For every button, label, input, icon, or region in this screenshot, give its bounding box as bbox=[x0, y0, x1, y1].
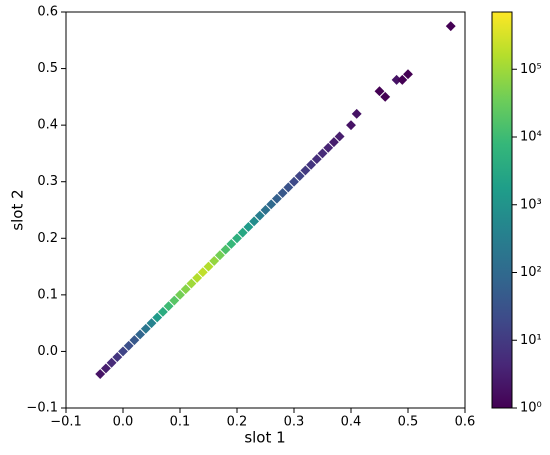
bin bbox=[289, 176, 299, 187]
bin bbox=[186, 278, 197, 289]
y-tick-label: 0.6 bbox=[37, 5, 58, 20]
bin bbox=[283, 182, 294, 193]
bin bbox=[243, 222, 254, 232]
bin bbox=[140, 323, 151, 334]
bin bbox=[180, 284, 191, 295]
bin bbox=[260, 205, 271, 215]
colorbar-tick-label: 10⁴ bbox=[520, 130, 542, 145]
plot-frame bbox=[65, 11, 466, 409]
bin bbox=[249, 216, 260, 227]
bin bbox=[328, 137, 339, 148]
colorbar-tick-label: 10² bbox=[520, 265, 542, 280]
bin bbox=[351, 108, 362, 119]
bin bbox=[157, 306, 168, 317]
bin bbox=[220, 244, 231, 255]
bin bbox=[163, 301, 174, 312]
bin bbox=[192, 272, 203, 283]
colorbar-tick-label: 10⁰ bbox=[520, 401, 542, 416]
bin bbox=[175, 289, 185, 300]
colorbar-tick-label: 10⁵ bbox=[520, 62, 542, 77]
y-tick-label: −0.1 bbox=[26, 401, 58, 416]
bin bbox=[237, 227, 248, 238]
y-tick-label: 0.4 bbox=[37, 118, 58, 133]
bin bbox=[169, 295, 180, 306]
bin bbox=[311, 154, 322, 165]
bin bbox=[323, 142, 334, 153]
bin bbox=[300, 165, 311, 176]
bin bbox=[271, 193, 282, 204]
bin bbox=[232, 233, 242, 244]
x-tick-label: −0.1 bbox=[50, 415, 82, 430]
y-tick-label: 0.5 bbox=[37, 61, 58, 76]
bin bbox=[135, 329, 146, 340]
bin bbox=[445, 21, 456, 32]
colorbar-tick-label: 10¹ bbox=[520, 333, 542, 348]
y-tick-label: 0.0 bbox=[37, 344, 58, 359]
y-axis-label: slot 2 bbox=[9, 189, 27, 230]
x-tick-label: 0.2 bbox=[227, 415, 248, 430]
bin bbox=[226, 238, 237, 249]
x-tick-label: 0.3 bbox=[284, 415, 305, 430]
colorbar bbox=[491, 11, 513, 409]
bin bbox=[214, 250, 225, 261]
bin bbox=[346, 120, 356, 131]
y-tick-label: 0.1 bbox=[37, 287, 58, 302]
bin bbox=[197, 267, 208, 278]
bin bbox=[334, 131, 345, 142]
bin bbox=[266, 199, 277, 210]
bin bbox=[129, 335, 140, 346]
bin bbox=[209, 255, 220, 266]
bin bbox=[146, 318, 157, 329]
bin bbox=[254, 210, 265, 221]
x-tick-label: 0.4 bbox=[341, 415, 362, 430]
bin bbox=[203, 261, 214, 272]
bin bbox=[317, 148, 328, 159]
x-tick-label: 0.1 bbox=[170, 415, 191, 430]
bin bbox=[277, 188, 288, 198]
x-tick-label: 0.0 bbox=[113, 415, 134, 430]
x-axis-label: slot 1 bbox=[244, 429, 285, 447]
x-tick-label: 0.6 bbox=[455, 415, 476, 430]
bin bbox=[306, 159, 317, 170]
x-tick-label: 0.5 bbox=[398, 415, 419, 430]
colorbar-tick-label: 10³ bbox=[520, 197, 542, 212]
y-tick-label: 0.2 bbox=[37, 231, 58, 246]
y-tick-label: 0.3 bbox=[37, 174, 58, 189]
bin bbox=[152, 312, 163, 323]
bin bbox=[294, 171, 305, 182]
